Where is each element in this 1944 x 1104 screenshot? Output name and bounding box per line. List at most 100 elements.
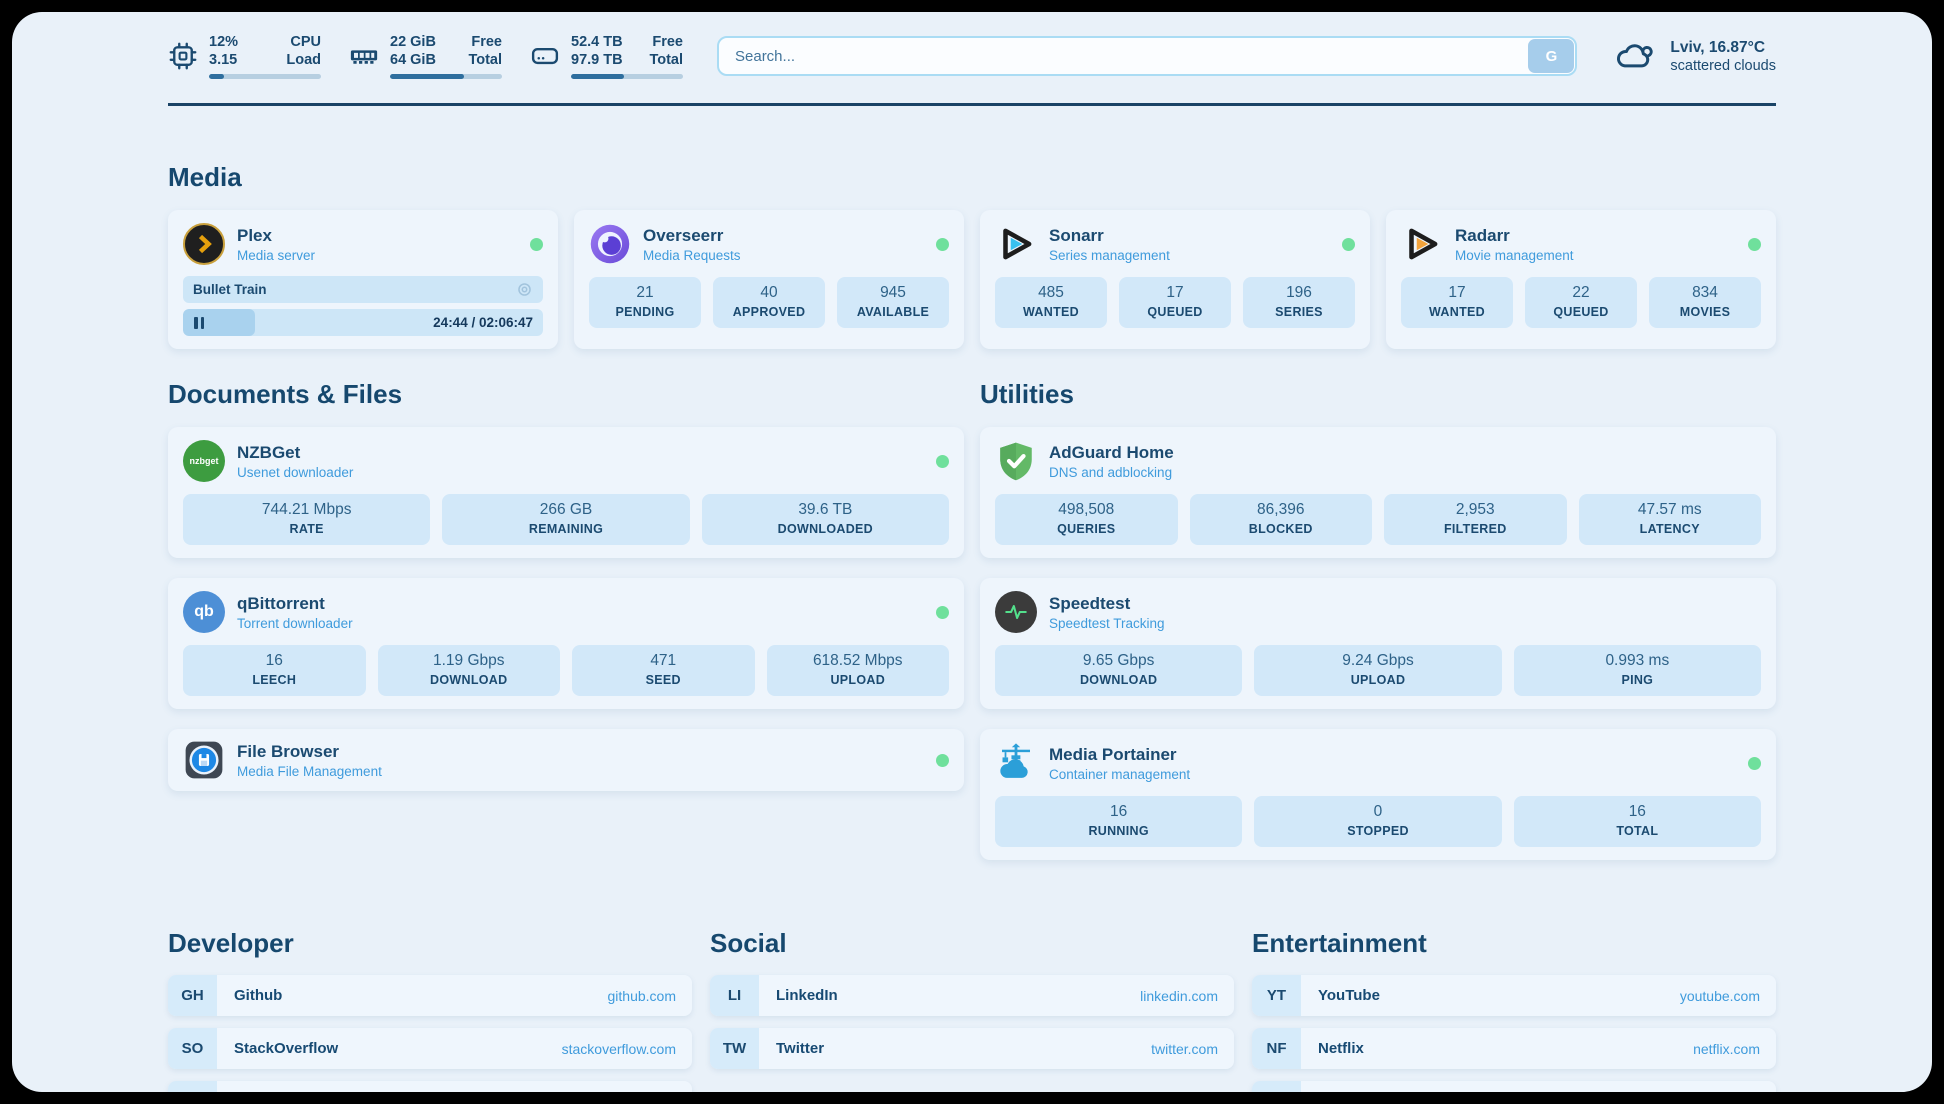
online-status-dot	[1748, 756, 1761, 770]
search-engine-button[interactable]: G	[1528, 39, 1575, 74]
app-description: Torrent downloader	[237, 615, 353, 631]
bookmark-youtube[interactable]: YT YouTube youtube.com	[1252, 975, 1776, 1017]
app-name: Radarr	[1455, 225, 1510, 245]
stat-rate: 744.21 Mbps RATE	[183, 494, 431, 546]
cloud-icon	[1617, 44, 1654, 68]
app-name: NZBGet	[237, 442, 301, 462]
stat-queued: 17 QUEUED	[1119, 277, 1231, 329]
stat-stopped: 0 STOPPED	[1254, 796, 1502, 848]
pause-icon[interactable]	[194, 316, 204, 329]
weather-widget[interactable]: Lviv, 16.87°C scattered clouds	[1615, 38, 1776, 74]
app-description: Media Requests	[643, 247, 741, 263]
online-status-dot	[936, 237, 949, 251]
app-card-radarr[interactable]: Radarr Movie management 17 WANTED 22 QUEUE…	[1386, 210, 1776, 350]
stat-upload: 618.52 Mbps UPLOAD	[766, 645, 949, 697]
disk-icon	[530, 41, 560, 71]
app-description: Speedtest Tracking	[1049, 615, 1165, 631]
stat-download: 1.19 Gbps DOWNLOAD	[377, 645, 560, 697]
section-media: Media Plex Media server	[168, 162, 1776, 350]
entertainment-section-title: Entertainment	[1252, 928, 1427, 959]
app-name: Speedtest	[1049, 593, 1131, 613]
media-lens-icon	[518, 283, 531, 297]
stat-queued: 22 QUEUED	[1525, 277, 1637, 329]
search-box: G	[717, 36, 1578, 77]
utilities-section-title: Utilities	[980, 379, 1074, 410]
bookmark-twitter[interactable]: TW Twitter twitter.com	[710, 1028, 1234, 1070]
stackoverflow-icon: SO	[168, 1028, 217, 1070]
weather-condition: scattered clouds	[1670, 58, 1776, 75]
bookmark-stackoverflow[interactable]: SO StackOverflow stackoverflow.com	[168, 1028, 692, 1070]
stat-leech: 16 LEECH	[183, 645, 366, 697]
app-card-sonarr[interactable]: Sonarr Series management 485 WANTED 17 QUE…	[980, 210, 1370, 350]
app-card-overseerr[interactable]: Overseerr Media Requests 21 PENDING 40 APP…	[574, 210, 964, 350]
disk-total-value: 97.9 TB	[571, 52, 623, 69]
filebrowser-icon	[183, 739, 225, 781]
netflix-icon: NF	[1252, 1028, 1301, 1070]
weather-location-temp: Lviv, 16.87°C	[1670, 39, 1766, 57]
stat-blocked: 86,396 BLOCKED	[1189, 494, 1372, 546]
cpu-icon	[168, 41, 198, 71]
ram-total-value: 64 GiB	[390, 52, 436, 69]
app-description: Container management	[1049, 766, 1191, 782]
top-bar: 12% 3.15 CPU Load	[168, 33, 1776, 80]
bookmark-netflix[interactable]: NF Netflix netflix.com	[1252, 1028, 1776, 1070]
stat-approved: 40 APPROVED	[713, 277, 825, 329]
bookmark-github[interactable]: GH Github github.com	[168, 975, 692, 1017]
github-icon: GH	[168, 975, 217, 1017]
reddit-icon: RE	[1252, 1081, 1301, 1092]
stat-remaining: 266 GB REMAINING	[442, 494, 690, 546]
app-card-speedtest[interactable]: Speedtest Speedtest Tracking 9.65 Gbps DO…	[980, 578, 1776, 710]
app-name: Media Portainer	[1049, 744, 1177, 764]
plex-now-playing: Bullet Train 24:44 / 02:06:47	[183, 276, 543, 337]
stat-available: 945 AVAILABLE	[837, 277, 949, 329]
dev-icon: DT	[168, 1081, 217, 1092]
app-name: Overseerr	[643, 225, 724, 245]
app-card-qbittorrent[interactable]: qb qBittorrent Torrent downloader 16 LEEC…	[168, 578, 964, 710]
stat-running: 16 RUNNING	[995, 796, 1243, 848]
online-status-dot	[936, 454, 949, 468]
cpu-progress-bar	[209, 74, 321, 80]
cpu-usage-value: 12%	[209, 34, 239, 50]
playback-progress-bar[interactable]: 24:44 / 02:06:47	[183, 309, 543, 337]
nzbget-icon: nzbget	[183, 440, 225, 483]
speedtest-icon	[995, 591, 1037, 634]
app-card-nzbget[interactable]: nzbget NZBGet Usenet downloader 744.21 M…	[168, 427, 964, 559]
bookmark-dev[interactable]: DT DEV dev.to	[168, 1081, 692, 1092]
developer-section-title: Developer	[168, 928, 294, 959]
ram-stat-widget: 22 GiB 64 GiB Free Total	[349, 33, 502, 80]
app-card-adguard[interactable]: AdGuard Home DNS and adblocking 498,508 Q…	[980, 427, 1776, 559]
playback-time: 24:44 / 02:06:47	[433, 315, 533, 331]
app-card-filebrowser[interactable]: File Browser Media File Management	[168, 729, 964, 792]
now-playing-title: Bullet Train	[193, 282, 267, 298]
plex-icon	[183, 223, 225, 266]
online-status-dot	[936, 753, 949, 767]
stat-pending: 21 PENDING	[589, 277, 701, 329]
stat-movies: 834 MOVIES	[1649, 277, 1761, 329]
app-description: DNS and adblocking	[1049, 464, 1173, 480]
app-card-portainer[interactable]: Media Portainer Container management 16 R…	[980, 729, 1776, 861]
radarr-icon	[1401, 223, 1443, 265]
stat-download: 9.65 Gbps DOWNLOAD	[995, 645, 1243, 697]
bookmark-linkedin[interactable]: LI LinkedIn linkedin.com	[710, 975, 1234, 1017]
disk-stat-widget: 52.4 TB 97.9 TB Free Total	[530, 33, 683, 80]
stat-queries: 498,508 QUERIES	[995, 494, 1178, 546]
search-input[interactable]	[717, 36, 1578, 77]
header-divider	[168, 103, 1776, 107]
cpu-label: CPU	[290, 34, 321, 50]
ram-free-label: Free	[471, 34, 502, 50]
app-card-plex[interactable]: Plex Media server Bullet Train	[168, 210, 558, 350]
app-description: Movie management	[1455, 247, 1574, 263]
overseerr-icon	[589, 223, 631, 265]
system-stats-group: 12% 3.15 CPU Load	[168, 33, 683, 80]
ram-progress-bar	[390, 74, 502, 80]
stat-wanted: 17 WANTED	[1401, 277, 1513, 329]
stat-series: 196 SERIES	[1243, 277, 1355, 329]
ram-icon	[349, 41, 379, 71]
portainer-icon	[995, 742, 1037, 784]
disk-free-value: 52.4 TB	[571, 34, 623, 50]
app-name: File Browser	[237, 741, 340, 761]
online-status-dot	[1748, 237, 1761, 251]
bookmark-reddit[interactable]: RE Reddit reddit.com	[1252, 1081, 1776, 1092]
social-section-title: Social	[710, 928, 787, 959]
sonarr-icon	[995, 223, 1037, 265]
